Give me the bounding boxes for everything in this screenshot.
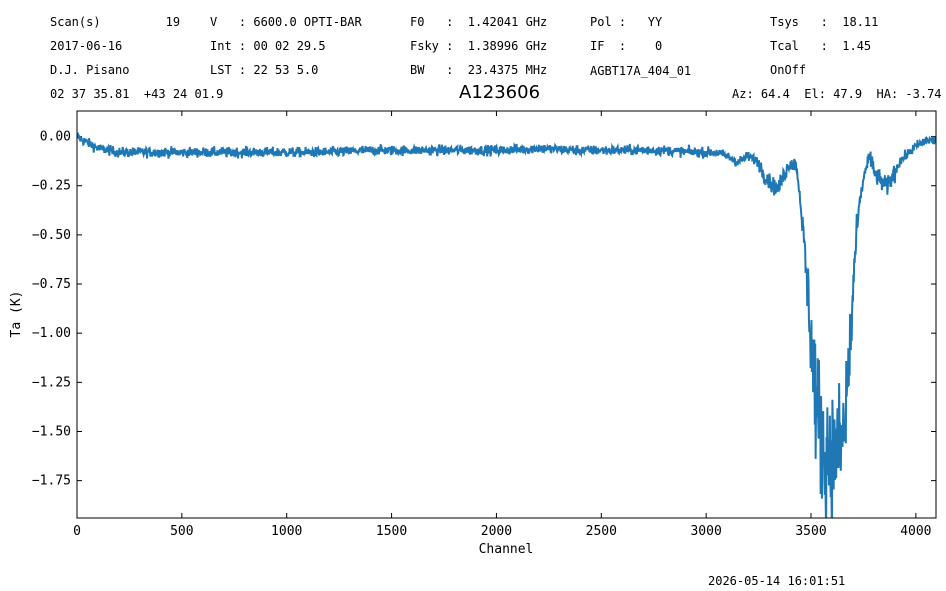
- x-tick-label: 500: [170, 524, 193, 539]
- y-tick-label: −1.75: [32, 474, 71, 489]
- f0-label: F0 : 1.42041 GHz: [410, 15, 548, 29]
- y-tick-label: −1.25: [32, 375, 71, 390]
- chart-title: A123606: [459, 82, 541, 103]
- pol-label: Pol : YY: [590, 15, 663, 29]
- x-tick-label: 2000: [481, 524, 512, 539]
- date-label: 2017-06-16: [50, 39, 123, 53]
- y-tick-label: 0.00: [40, 130, 71, 145]
- y-tick-label: −0.50: [32, 228, 71, 243]
- y-tick-label: −1.50: [32, 424, 71, 439]
- y-tick-label: −0.25: [32, 179, 71, 194]
- y-tick-label: −1.00: [32, 326, 71, 341]
- y-axis-label: Ta (K): [9, 291, 24, 338]
- velocity-label: V : 6600.0 OPTI-BAR: [210, 15, 362, 29]
- integration-label: Int : 00 02 29.5: [210, 39, 326, 53]
- tsys-label: Tsys : 18.11: [770, 15, 879, 29]
- tcal-label: Tcal : 1.45: [770, 39, 872, 53]
- bandwidth-label: BW : 23.4375 MHz: [410, 63, 548, 77]
- y-axis: 0.00 −0.25 −0.50 −0.75 −1.00 −1.25 −1.50 −1.75: [32, 130, 936, 489]
- x-tick-label: 1500: [376, 524, 407, 539]
- x-axis: 0 500 1000 1500 2000 2500 3000 3500 4000: [73, 111, 932, 539]
- observer-label: D.J. Pisano: [50, 63, 130, 77]
- plot-frame: [76, 110, 937, 519]
- fsky-label: Fsky : 1.38996 GHz: [410, 39, 548, 53]
- x-tick-label: 3500: [795, 524, 826, 539]
- timestamp: 2026-05-14 16:01:51: [708, 574, 846, 588]
- scan-label: Scan(s) 19: [50, 15, 181, 29]
- spectrum-line: [77, 131, 936, 518]
- procedure-label: OnOff: [770, 63, 807, 77]
- x-axis-label: Channel: [479, 542, 534, 557]
- coordinates-label: 02 37 35.81 +43 24 01.9: [50, 87, 224, 101]
- lst-label: LST : 22 53 5.0: [210, 63, 319, 77]
- x-tick-label: 4000: [900, 524, 931, 539]
- y-tick-label: −0.75: [32, 277, 71, 292]
- if-label: IF : 0: [590, 39, 663, 53]
- x-tick-label: 0: [73, 524, 81, 539]
- project-label: AGBT17A_404_01: [590, 64, 692, 78]
- x-tick-label: 3000: [690, 524, 721, 539]
- x-tick-label: 1000: [271, 524, 302, 539]
- azel-label: Az: 64.4 El: 47.9 HA: -3.74: [732, 87, 942, 101]
- x-tick-label: 2500: [586, 524, 617, 539]
